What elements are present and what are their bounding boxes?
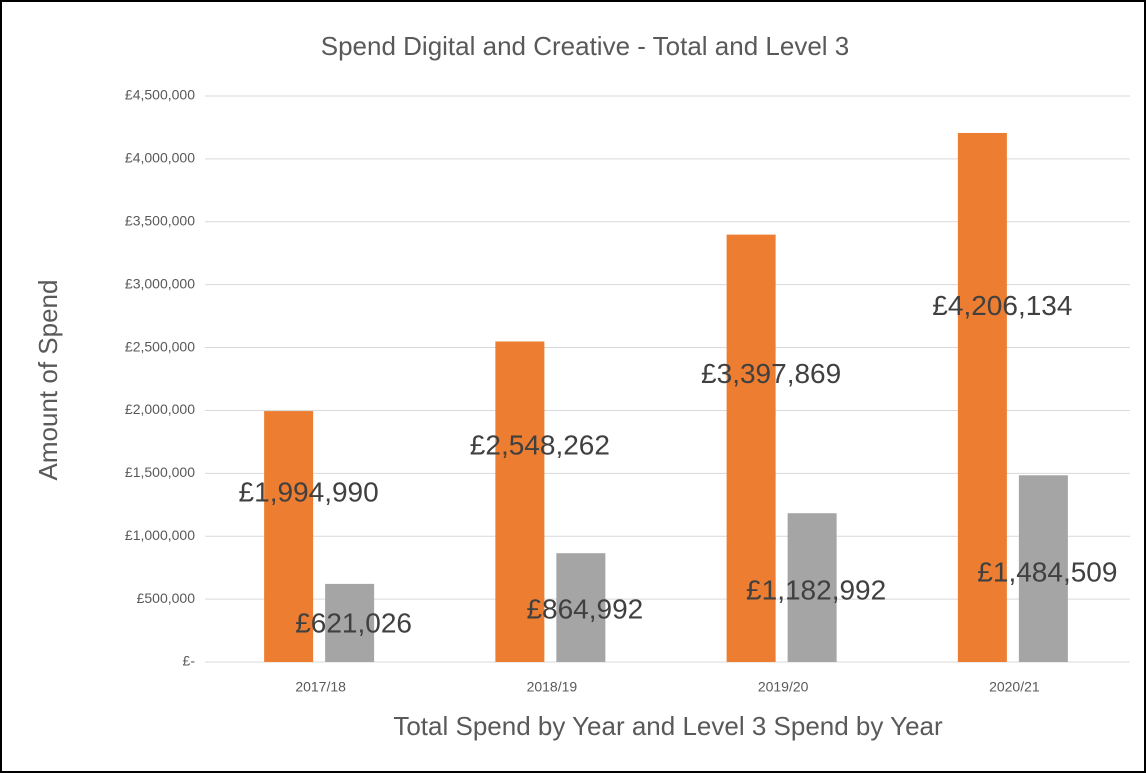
data-label: £3,397,869 bbox=[701, 358, 841, 389]
y-tick-label: £1,000,000 bbox=[125, 527, 195, 543]
bar bbox=[1018, 475, 1068, 662]
data-label: £621,026 bbox=[295, 608, 412, 639]
y-tick-label: £2,000,000 bbox=[125, 401, 195, 417]
y-tick-label: £3,000,000 bbox=[125, 275, 195, 291]
data-label: £1,182,992 bbox=[746, 574, 886, 605]
bar bbox=[325, 583, 375, 662]
y-axis-title: Amount of Spend bbox=[33, 280, 63, 481]
data-label: £864,992 bbox=[526, 593, 643, 624]
x-tick-label: 2017/18 bbox=[295, 679, 346, 695]
bar bbox=[264, 411, 314, 662]
y-tick-label: £- bbox=[183, 653, 196, 669]
x-tick-label: 2018/19 bbox=[527, 679, 578, 695]
x-tick-label: 2020/21 bbox=[989, 679, 1040, 695]
y-tick-label: £3,500,000 bbox=[125, 212, 195, 228]
data-label: £1,994,990 bbox=[239, 476, 379, 507]
y-tick-label: £500,000 bbox=[137, 590, 196, 606]
y-tick-label: £1,500,000 bbox=[125, 464, 195, 480]
x-axis-title: Total Spend by Year and Level 3 Spend by… bbox=[393, 711, 943, 741]
bar bbox=[495, 341, 545, 662]
data-label: £4,206,134 bbox=[932, 290, 1072, 321]
y-tick-label: £2,500,000 bbox=[125, 338, 195, 354]
y-tick-label: £4,500,000 bbox=[125, 87, 195, 103]
bar bbox=[726, 234, 776, 662]
x-tick-label: 2019/20 bbox=[758, 679, 809, 695]
data-label: £1,484,509 bbox=[977, 557, 1117, 588]
data-label: £2,548,262 bbox=[470, 430, 610, 461]
bar bbox=[556, 553, 606, 662]
bar bbox=[787, 513, 837, 662]
y-tick-label: £4,000,000 bbox=[125, 150, 195, 166]
chart-title: Spend Digital and Creative - Total and L… bbox=[321, 31, 850, 61]
bar bbox=[957, 132, 1007, 663]
